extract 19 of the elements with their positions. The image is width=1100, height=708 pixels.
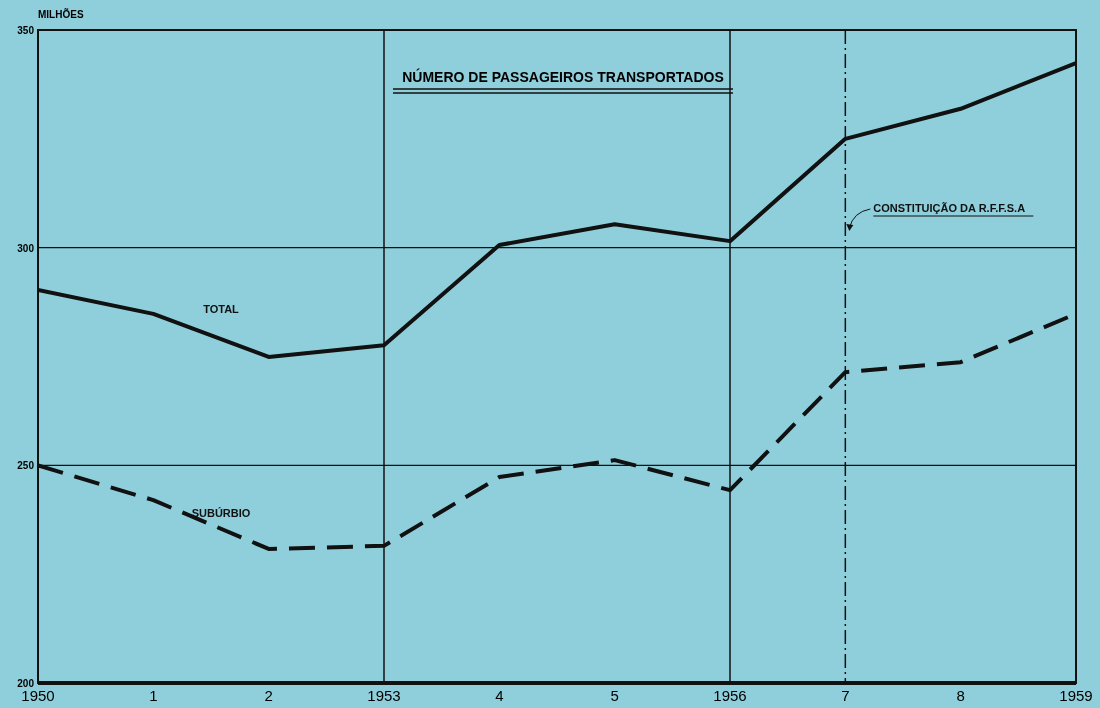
series-label: TOTAL: [203, 303, 240, 316]
y-tick-label: 200: [17, 678, 35, 689]
x-tick-label: 8: [956, 687, 965, 704]
text: NÚMERO DE PASSAGEIROS TRANSPORTADOS: [402, 68, 724, 85]
x-tick-label: 7: [841, 687, 850, 704]
series-label: SUBÚRBIO: [191, 506, 251, 519]
x-tick-label: 1: [149, 687, 158, 704]
x-tick-label: 1956: [713, 687, 747, 704]
ref-line-label: CONSTITUIÇÃO DA R.F.F.S.A: [873, 202, 1026, 214]
y-axis-title: MILHÕES: [38, 8, 84, 20]
x-tick-label: 5: [610, 687, 619, 704]
x-tick-label: 2: [264, 687, 273, 704]
x-tick-label: 1950: [21, 687, 55, 704]
y-tick-label: 350: [17, 25, 35, 36]
y-tick-label: 300: [17, 242, 35, 254]
x-tick-label: 1959: [1059, 687, 1093, 704]
y-tick-label: 250: [17, 460, 35, 472]
x-tick-label: 1953: [367, 687, 401, 704]
x-tick-label: 4: [495, 687, 504, 704]
